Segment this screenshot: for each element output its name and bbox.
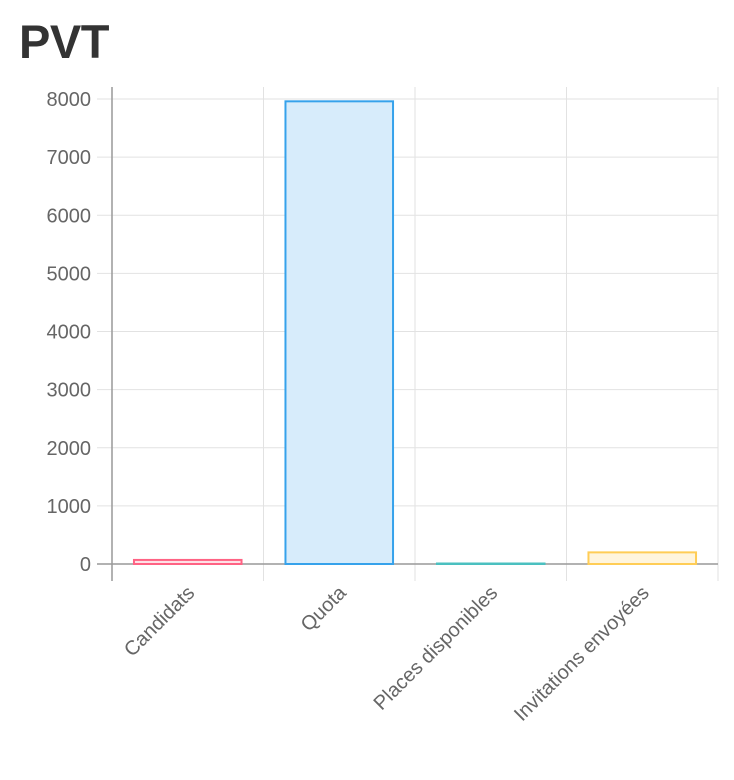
y-tick-labels: 0 1000 2000 3000 4000 5000 6000 7000 8000 bbox=[47, 89, 92, 576]
y-tick-label: 6000 bbox=[47, 205, 92, 227]
x-tick-label: Quota bbox=[297, 581, 352, 636]
y-tick-label: 1000 bbox=[47, 496, 92, 518]
y-tick-label: 8000 bbox=[47, 89, 92, 111]
bar-1 bbox=[132, 558, 243, 566]
y-tick-label: 4000 bbox=[47, 322, 92, 344]
grid bbox=[97, 87, 719, 581]
y-tick-label: 7000 bbox=[47, 147, 92, 169]
bar-3 bbox=[435, 562, 546, 565]
y-tick-label: 2000 bbox=[47, 438, 92, 460]
y-tick-label: 5000 bbox=[47, 263, 92, 285]
x-tick-labels: Candidats Quota Places disponibles Invitati… bbox=[120, 581, 654, 725]
y-tick-label: 0 bbox=[80, 554, 91, 576]
bars bbox=[132, 100, 698, 566]
bar-4 bbox=[587, 551, 698, 565]
bar-2 bbox=[284, 100, 395, 565]
chart-title: PVT bbox=[19, 15, 109, 68]
x-tick-label: Invitations envoyées bbox=[510, 582, 654, 726]
x-tick-label: Candidats bbox=[120, 582, 199, 661]
x-tick-label: Places disponibles bbox=[370, 582, 503, 715]
axes bbox=[97, 87, 718, 581]
y-tick-label: 3000 bbox=[47, 380, 92, 402]
